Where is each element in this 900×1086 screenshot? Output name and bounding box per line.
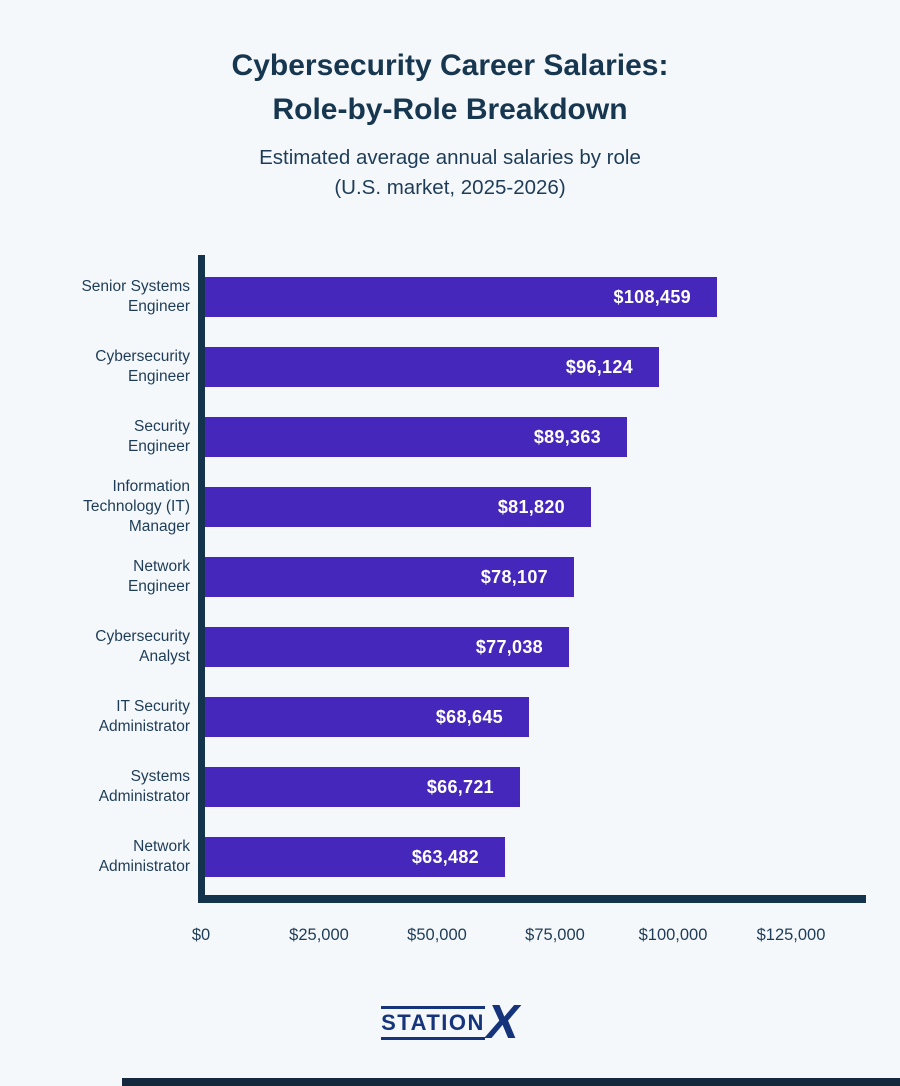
category-label: Security Engineer: [127, 418, 190, 455]
bar-value-label: $81,820: [497, 496, 565, 517]
category-label: Cybersecurity Engineer: [95, 348, 190, 385]
category-label: IT Security Administrator: [98, 698, 190, 735]
logo-rule-bottom: [381, 1037, 485, 1040]
x-tick-label: $0: [191, 926, 211, 944]
x-axis-line: [198, 895, 866, 903]
bar-value-label: $77,038: [475, 636, 543, 657]
bar-value-label: $96,124: [565, 356, 633, 377]
salary-bar: $89,363: [205, 417, 627, 457]
bar-row: Network Administrator $63,482: [0, 837, 900, 877]
salary-bar: $78,107: [205, 557, 574, 597]
page-subtitle: Estimated average annual salaries by rol…: [259, 146, 641, 199]
stationx-logo: STATION X: [0, 996, 900, 1049]
bar-row: Systems Administrator $66,721: [0, 767, 900, 807]
salary-bar: $108,459: [205, 277, 717, 317]
logo-x-glyph: X: [481, 996, 525, 1049]
logo-text: STATION: [381, 1010, 485, 1035]
salary-bar: $63,482: [205, 837, 505, 877]
bar-row: Cybersecurity Engineer $96,124: [0, 347, 900, 387]
page-title: Cybersecurity Career Salaries: Role-by-R…: [231, 49, 669, 126]
salary-bar: $66,721: [205, 767, 520, 807]
bar-value-label: $66,721: [426, 776, 494, 797]
x-tick-label: $25,000: [289, 926, 349, 944]
salary-bar: $81,820: [205, 487, 591, 527]
category-label: Network Engineer: [127, 558, 190, 595]
category-label: Systems Administrator: [98, 768, 190, 805]
salary-bar-chart: Senior Systems Engineer $108,459 Cybersecu…: [0, 255, 900, 944]
stationx-logo-wordmark: STATION: [381, 1006, 485, 1040]
x-tick-label: $75,000: [525, 926, 585, 944]
bar-row: IT Security Administrator $68,645: [0, 697, 900, 737]
x-tick-label: $125,000: [756, 926, 826, 944]
salary-bar: $96,124: [205, 347, 659, 387]
bar-value-label: $63,482: [411, 846, 479, 867]
salary-bar: $68,645: [205, 697, 529, 737]
bar-row: Information Technology (IT) Manager $81,8…: [0, 478, 900, 535]
bar-value-label: $89,363: [533, 426, 601, 447]
x-tick-label: $100,000: [638, 926, 708, 944]
category-label: Network Administrator: [98, 838, 190, 875]
bar-value-label: $78,107: [480, 566, 548, 587]
bar-row: Security Engineer $89,363: [0, 417, 900, 457]
bar-row: Network Engineer $78,107: [0, 557, 900, 597]
x-tick-label: $50,000: [407, 926, 467, 944]
category-label: Information Technology (IT) Manager: [83, 478, 190, 535]
bar-value-label: $68,645: [435, 706, 503, 727]
salary-bar: $77,038: [205, 627, 569, 667]
bar-row: Cybersecurity Analyst $77,038: [0, 627, 900, 667]
bar-value-label: $108,459: [613, 286, 691, 307]
bottom-stripe: [122, 1078, 900, 1086]
bar-row: Senior Systems Engineer $108,459: [0, 277, 900, 317]
logo-rule-top: [381, 1006, 485, 1009]
y-axis-line: [198, 255, 205, 903]
category-label: Cybersecurity Analyst: [95, 628, 190, 665]
category-label: Senior Systems Engineer: [81, 278, 190, 315]
